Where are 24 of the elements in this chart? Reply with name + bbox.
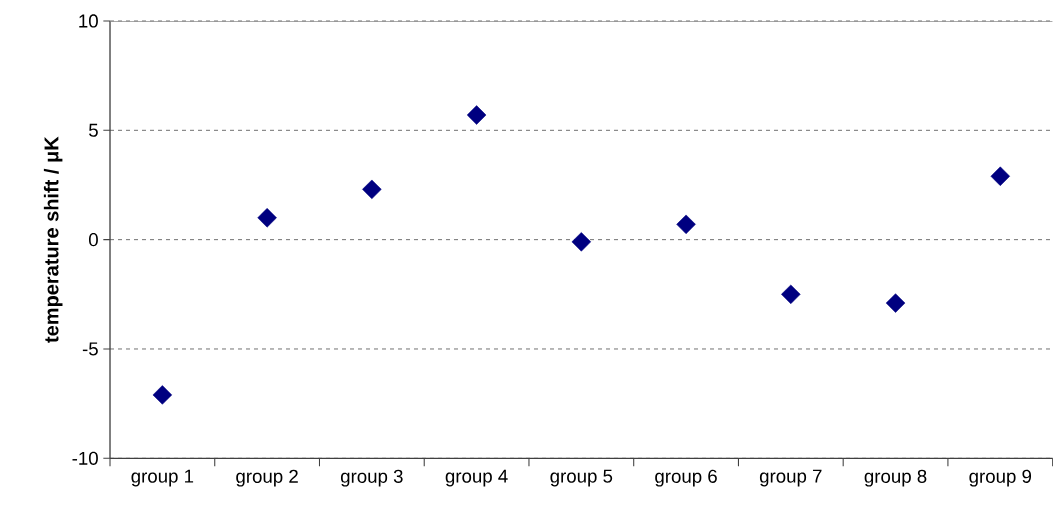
point — [781, 284, 801, 305]
point — [257, 208, 277, 228]
x-tick-label: group 2 — [236, 469, 298, 487]
y-tick-label: -5 — [82, 342, 98, 356]
y-tick-label: 0 — [88, 233, 98, 247]
point — [362, 179, 382, 200]
point — [571, 232, 592, 252]
point — [152, 385, 173, 405]
x-tick-label: group 9 — [969, 469, 1032, 487]
y-tick-label: 5 — [89, 123, 98, 137]
point — [885, 293, 906, 313]
y-tick-label: -10 — [72, 451, 98, 465]
x-tick-label: group 1 — [131, 469, 194, 487]
y-axis-title: temperature shift / μK — [43, 136, 63, 343]
x-tick-label: group 7 — [759, 469, 822, 487]
y-tick-label: 10 — [79, 14, 98, 28]
point — [466, 105, 487, 125]
x-tick-label: group 3 — [340, 469, 403, 487]
point — [990, 166, 1010, 186]
x-tick-label: group 8 — [864, 469, 927, 487]
x-tick-label: group 6 — [655, 469, 717, 487]
point — [676, 214, 696, 235]
x-tick-label: group 5 — [550, 469, 613, 487]
x-tick-label: group 4 — [445, 469, 508, 487]
